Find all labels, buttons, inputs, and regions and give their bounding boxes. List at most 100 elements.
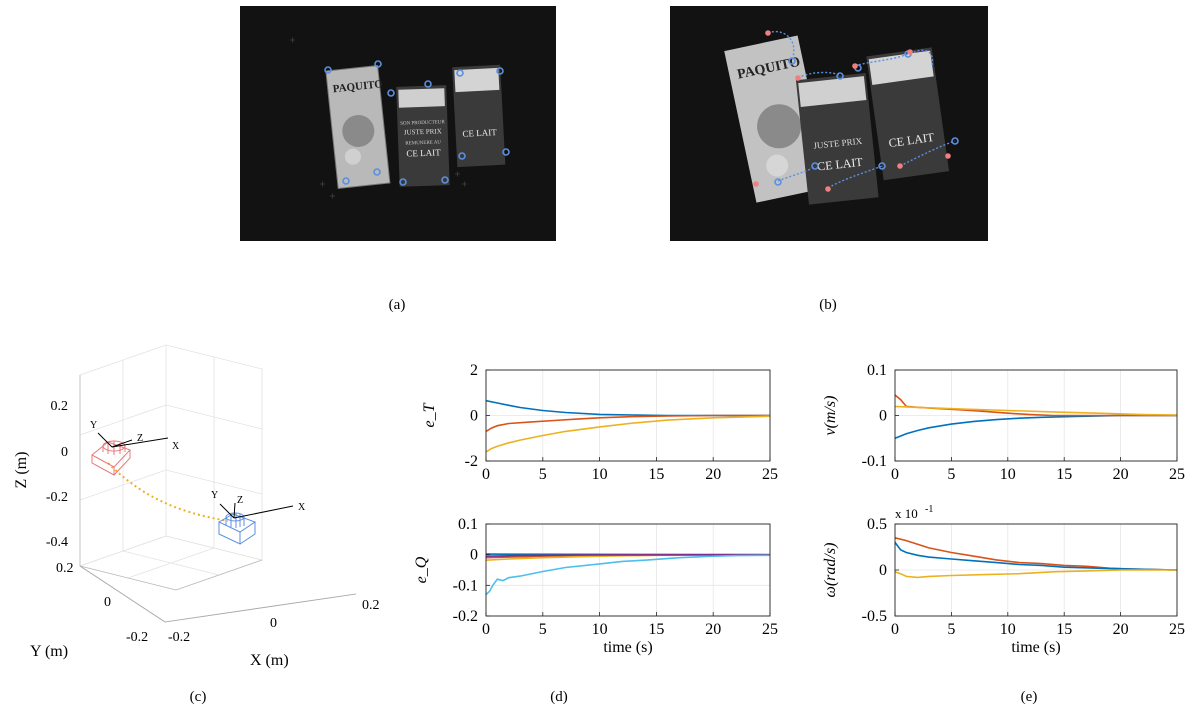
series-line-1	[894, 394, 1177, 417]
y-tick-label: 0	[879, 562, 887, 579]
feature-trajectories-b	[767, 31, 956, 189]
x-tick-label: 25	[762, 466, 778, 483]
z-tick-2: -0.2	[46, 490, 68, 505]
x-tick-label: 15	[1056, 621, 1072, 638]
caption-c: (c)	[189, 689, 207, 705]
y-axis-label: ω(rad/s)	[822, 543, 839, 598]
x-tick-label: 20	[1113, 466, 1129, 483]
y-tick-label: 0.1	[867, 362, 887, 379]
x-tick-label: 15	[648, 466, 664, 483]
photo-a: PAQUITO CE LAIT JUSTE PRIX REMUNERE AU S…	[240, 6, 556, 241]
x-tick-2: 0.2	[362, 598, 380, 613]
x-axis-label: X (m)	[250, 652, 289, 669]
x-tick-label: 5	[539, 466, 547, 483]
y-tick-label: 2	[470, 362, 478, 379]
series-line-1	[485, 553, 770, 559]
photo-a-scene: PAQUITO CE LAIT JUSTE PRIX REMUNERE AU S…	[240, 6, 556, 241]
x-tick-label: 5	[947, 621, 955, 638]
svg-text:CE LAIT: CE LAIT	[888, 130, 936, 150]
noise-crosses-a	[290, 37, 467, 199]
series-line-3	[485, 553, 771, 557]
target-stars-b	[753, 30, 951, 192]
carton-line-3: REMUNERE AU	[405, 140, 441, 146]
y-tick-0: -0.2	[126, 630, 148, 645]
photo-b: PAQUITO CE LAIT JUSTE PRIX CE LAIT	[670, 6, 988, 241]
carton-left: PAQUITO	[325, 65, 391, 189]
x-tick-label: 0	[891, 466, 899, 483]
x-tick-label: 10	[592, 466, 608, 483]
y-tick-label: -0.2	[453, 608, 478, 625]
x-tick-label: 25	[762, 621, 778, 638]
carton-line-4: SON PRODUCTEUR	[400, 120, 445, 127]
z-axis-label: Z (m)	[13, 452, 30, 489]
caption-d: (d)	[550, 689, 568, 705]
carton-middle-b: CE LAIT JUSTE PRIX	[795, 72, 879, 205]
axes-frame	[485, 369, 771, 462]
x-tick-0: -0.2	[168, 630, 190, 645]
frame-label-y-init: Y	[90, 420, 97, 431]
carton-middle: CE LAIT JUSTE PRIX REMUNERE AU SON PRODU…	[396, 85, 450, 187]
x-tick-label: 10	[1000, 621, 1016, 638]
y-tick-label: 0	[879, 408, 887, 425]
box-3d-front	[79, 565, 357, 623]
x-tick-label: 10	[592, 621, 608, 638]
x-tick-label: 5	[947, 466, 955, 483]
carton-line-1: CE LAIT	[406, 147, 441, 158]
x-tick-label: 0	[482, 466, 490, 483]
initial-camera-frame: X Y Z	[90, 420, 180, 476]
frame-label-z-final: Z	[237, 495, 243, 506]
y-axis-label: v(m/s)	[822, 396, 839, 436]
x-tick-label: 25	[1169, 466, 1185, 483]
series-line-2	[894, 569, 1177, 579]
series-line-0	[894, 414, 1177, 440]
carton-b-line-1: CE LAIT	[817, 155, 865, 174]
y-axis-label: e_Q	[413, 556, 430, 583]
y-tick-label: 0.1	[458, 516, 478, 533]
x-tick-label: 10	[1000, 466, 1016, 483]
frame-label-x-init: X	[172, 441, 180, 452]
x-tick-label: 20	[1113, 621, 1129, 638]
carton-left-b: PAQUITO	[724, 35, 830, 203]
frame-label-y-final: Y	[211, 490, 218, 501]
caption-e: (e)	[1020, 689, 1038, 705]
y-tick-label: 0.5	[867, 516, 887, 533]
x-tick-label: 5	[539, 621, 547, 638]
plot-angular-velocity: 0 5 10 15 20 250.50-0.5ω(rad/s)time (s)x 10 -1	[822, 504, 1185, 656]
final-camera-frame: X Y Z	[211, 490, 306, 545]
frame-label-z-init: Z	[137, 433, 143, 444]
carton-right-b: CE LAIT	[866, 47, 950, 181]
x-tick-label: 20	[705, 621, 721, 638]
box-3d-axes	[79, 375, 357, 623]
y-tick-label: 0	[470, 547, 478, 564]
x-axis-label: time (s)	[603, 639, 652, 656]
box-3d-grid	[79, 344, 263, 591]
y-tick-label: -0.1	[453, 577, 478, 594]
x-axis-label: time (s)	[1011, 639, 1060, 656]
carton-right: CE LAIT	[452, 64, 506, 168]
svg-text:CE LAIT: CE LAIT	[462, 127, 497, 139]
series-line-2	[485, 553, 771, 561]
x-tick-label: 0	[891, 621, 899, 638]
brand-text: PAQUITO	[332, 78, 384, 95]
y-tick-2: 0.2	[56, 561, 74, 576]
axes-frame	[894, 369, 1178, 462]
camera-trajectory	[107, 462, 229, 522]
z-tick-0: 0.2	[51, 399, 69, 414]
plot-linear-velocity: 0 5 10 15 20 250.10-0.1v(m/s)	[822, 362, 1185, 483]
axes-frame	[485, 523, 771, 617]
y-tick-label: -0.5	[862, 608, 887, 625]
z-tick-3: -0.4	[46, 535, 68, 550]
x-tick-label: 0	[482, 621, 490, 638]
x-tick-1: 0	[270, 616, 277, 631]
y-tick-label: -2	[465, 453, 478, 470]
y-tick-label: -0.1	[862, 453, 887, 470]
axes-frame	[894, 523, 1178, 617]
y-tick-1: 0	[104, 595, 111, 610]
y-scale-note: x 10	[895, 506, 918, 521]
y-tick-label: 0	[470, 408, 478, 425]
y-axis-label: e_T	[421, 402, 438, 427]
y-scale-exponent: -1	[925, 504, 933, 515]
x-tick-label: 15	[1056, 466, 1072, 483]
